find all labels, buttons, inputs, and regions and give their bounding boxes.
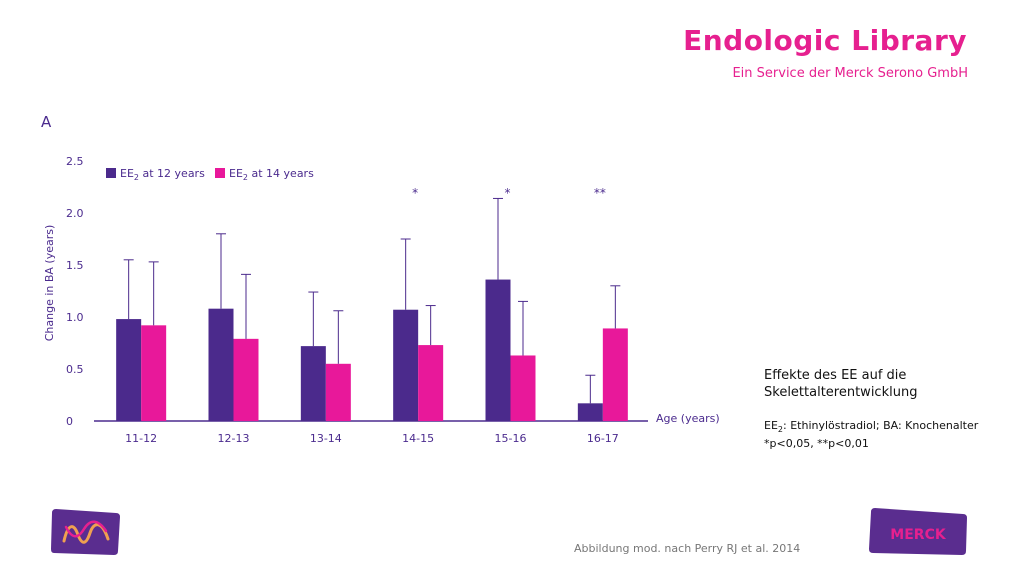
bar — [116, 319, 142, 421]
caption-line-2: Skelettalterentwicklung — [764, 385, 918, 400]
x-tick-label: 16-17 — [587, 432, 619, 445]
chart-plot-area: 0 0.5 1.0 1.5 2.0 2.5 Change in BA (years) Age … — [43, 155, 720, 445]
bar — [510, 355, 536, 421]
brand-title: Endologic Library — [683, 24, 967, 57]
significance-marker: * — [412, 186, 418, 200]
significance-line: *p<0,05, **p<0,01 — [764, 437, 869, 451]
caption-line-1: Effekte des EE auf die — [764, 368, 907, 383]
merck-m-logo-icon — [51, 509, 120, 555]
abbrev-ee-subscript: 2 — [777, 425, 783, 435]
y-tick-label: 1.5 — [66, 259, 84, 272]
bar — [418, 345, 444, 421]
x-tick-label: 11-12 — [125, 432, 157, 445]
y-tick-label: 2.5 — [66, 155, 84, 168]
abbrev-definitions: : Ethinylöstradiol; BA: Knochenalter — [783, 419, 979, 432]
bar — [300, 346, 326, 421]
bar — [393, 309, 419, 421]
x-tick-label: 13-14 — [310, 432, 342, 445]
bar — [602, 328, 628, 421]
y-axis-label: Change in BA (years) — [43, 225, 56, 342]
y-tick-label: 0 — [66, 415, 73, 428]
bar — [325, 363, 351, 421]
merck-wordmark-text: MERCK — [890, 527, 947, 543]
bar — [208, 308, 234, 421]
significance-marker: * — [505, 186, 511, 200]
legend-swatch — [106, 168, 116, 178]
y-tick-label: 0.5 — [66, 363, 84, 376]
merck-wordmark-logo-icon: MERCK — [869, 508, 967, 555]
bar — [577, 403, 603, 421]
legend-swatch — [215, 168, 225, 178]
legend-label: EE2 at 12 years — [120, 167, 205, 182]
y-tick-label: 2.0 — [66, 207, 84, 220]
brand-subtitle: Ein Service der Merck Serono GmbH — [732, 66, 968, 81]
significance-marker: ** — [594, 186, 606, 200]
abbreviation-note: EE2: Ethinylöstradiol; BA: Knochenalter … — [764, 419, 1014, 451]
bar — [485, 279, 511, 421]
x-tick-label: 12-13 — [218, 432, 250, 445]
x-tick-label: 14-15 — [402, 432, 434, 445]
abbrev-ee: EE — [764, 419, 778, 432]
legend-label: EE2 at 14 years — [229, 167, 314, 182]
y-tick-label: 1.0 — [66, 311, 84, 324]
bar — [141, 325, 167, 421]
source-citation: Abbildung mod. nach Perry RJ et al. 2014 — [574, 542, 801, 555]
bar — [233, 338, 259, 421]
x-tick-label: 15-16 — [495, 432, 527, 445]
abbreviation-line: EE2: Ethinylöstradiol; BA: Knochenalter — [764, 419, 1014, 437]
figure-caption: Effekte des EE auf die Skelettalterentwi… — [764, 367, 1004, 401]
x-axis-label: Age (years) — [656, 412, 720, 425]
panel-label: A — [41, 113, 52, 131]
